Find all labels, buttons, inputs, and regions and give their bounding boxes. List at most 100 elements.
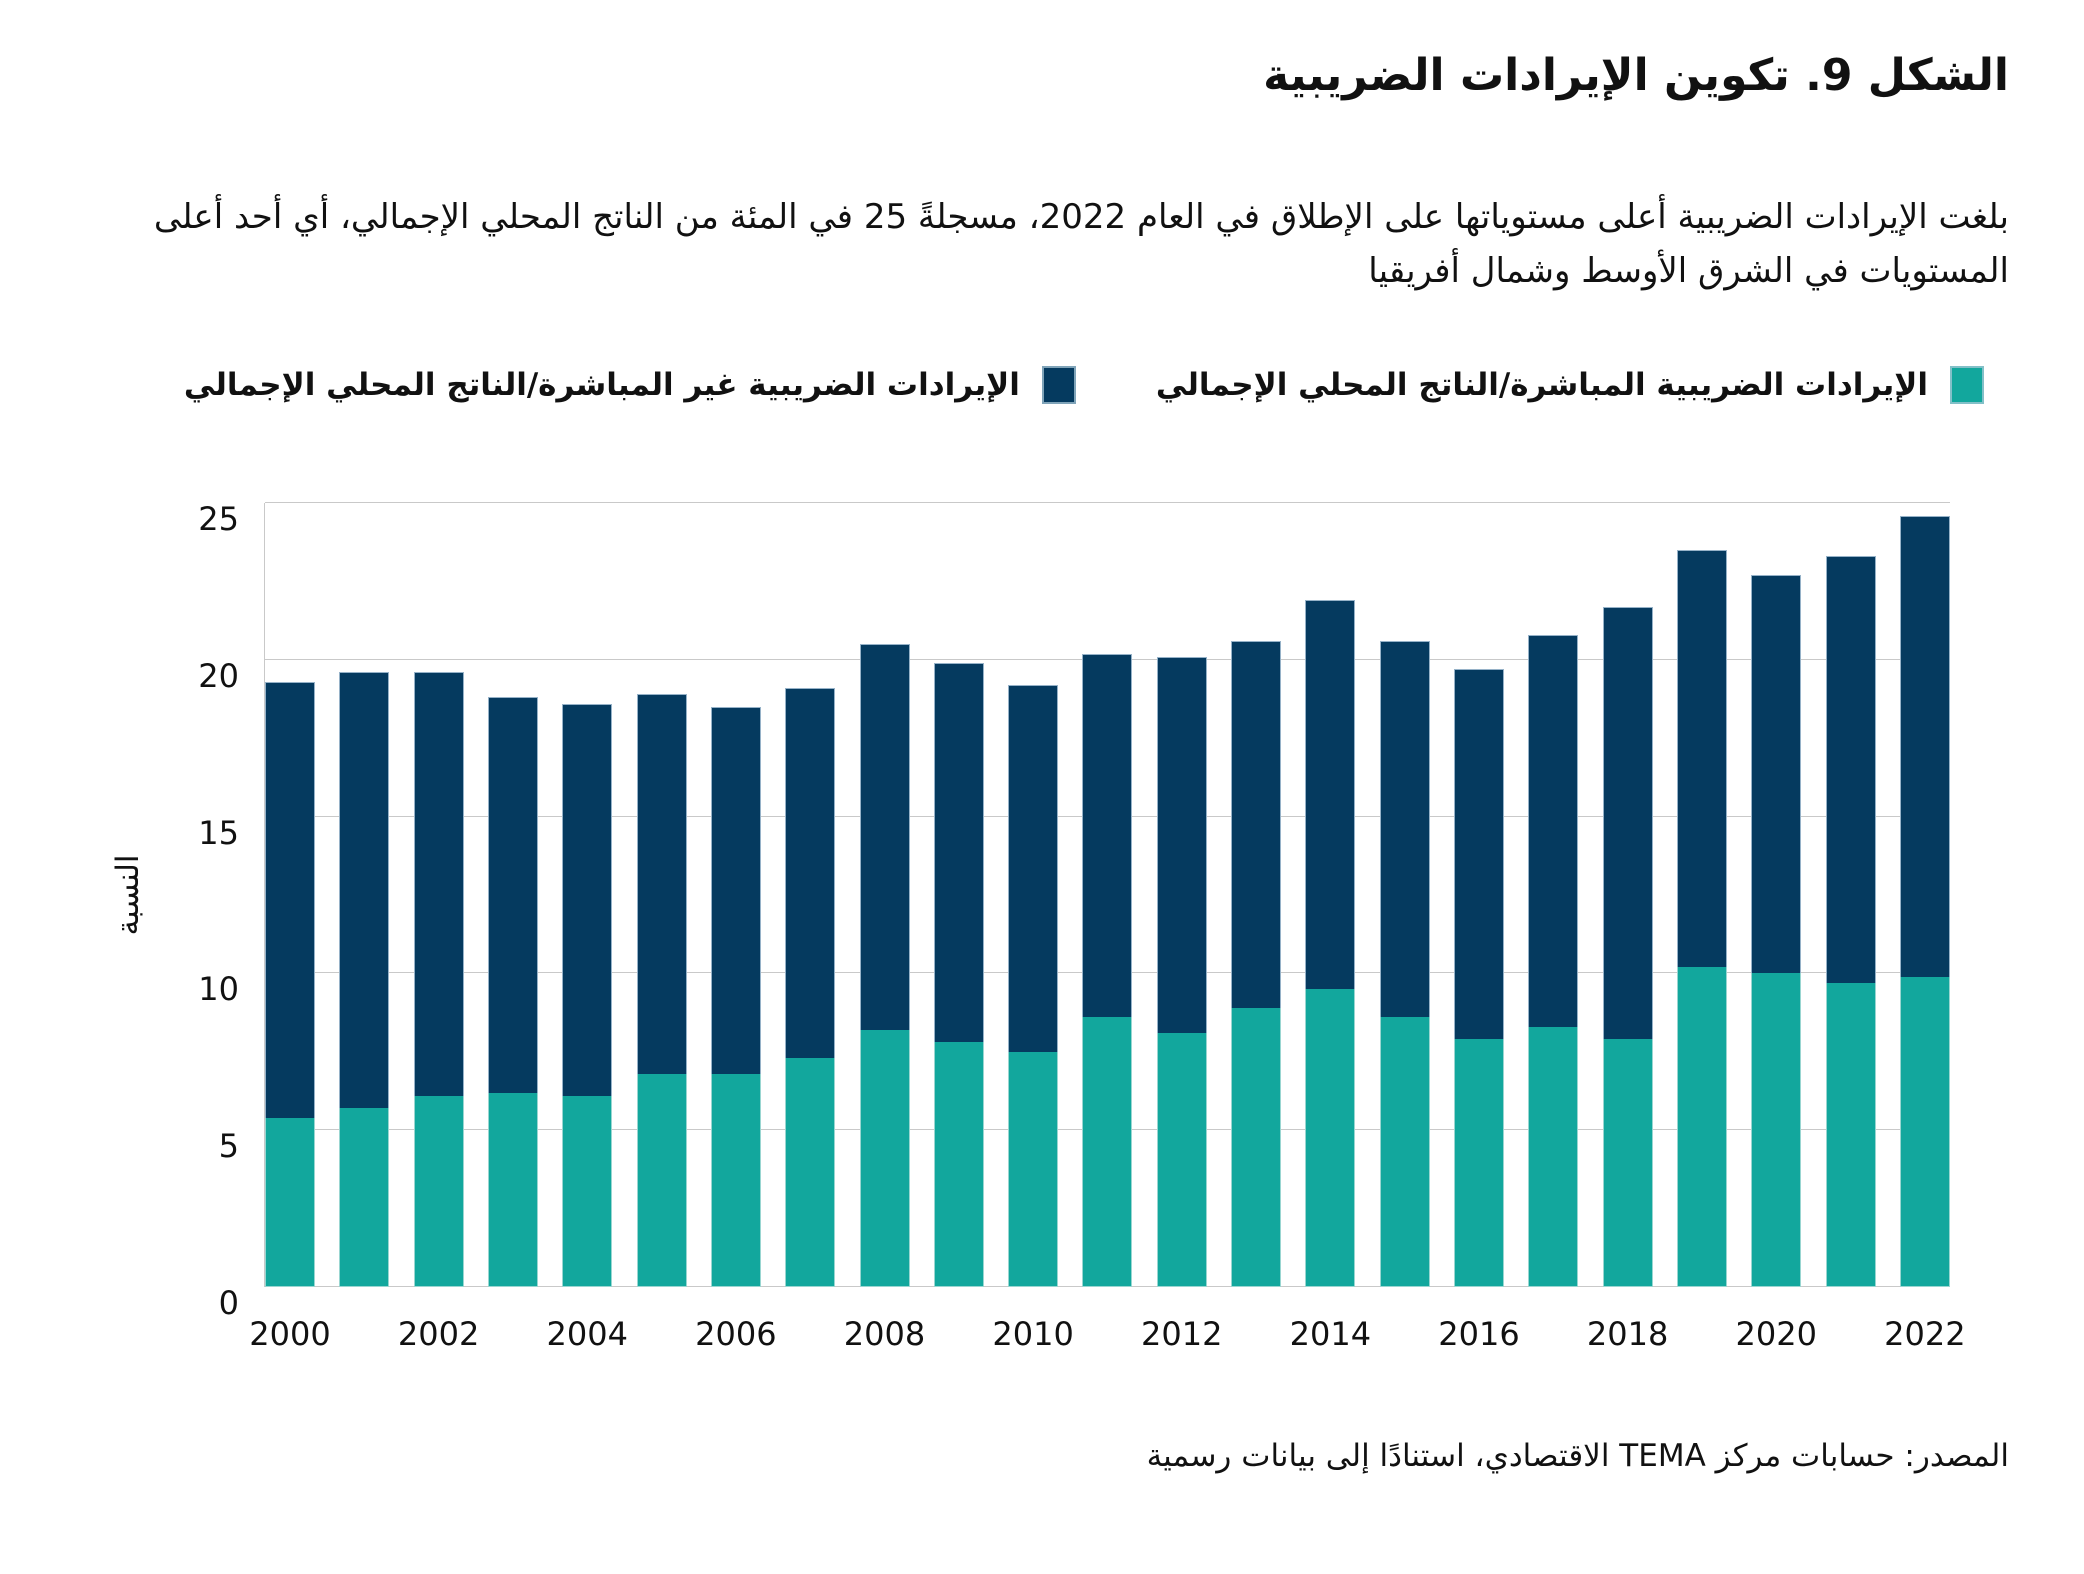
bar-2018-indirect-segment (1602, 606, 1653, 1040)
bar-2006-direct-segment (710, 1073, 761, 1287)
chart-legend: الإيرادات الضريبية المباشرة/الناتج المحل… (75, 366, 1984, 404)
figure-subtitle: بلغت الإيرادات الضريبية أعلى مستوياتها ع… (153, 197, 2009, 292)
x-tick-label-2014: 2014 (1289, 1315, 1372, 1353)
bar-2017-indirect-segment (1528, 634, 1579, 1027)
x-tick-label-2013 (1231, 1315, 1281, 1353)
bar-2017 (1528, 503, 1579, 1287)
bar-2000-direct-segment (265, 1117, 315, 1287)
bar-2015 (1379, 503, 1430, 1287)
stacked-bar-chart: 2000 2002 2004 2006 2008 2010 2012 2014 2016 2018… (198, 500, 1965, 1353)
x-tick-label-2019 (1677, 1315, 1727, 1353)
source-note: المصدر: حسابات مركز TEMA الاقتصادي، استن… (1146, 1438, 2009, 1474)
y-axis-title: النسبة (110, 854, 146, 936)
x-tick-label-2001 (339, 1315, 389, 1353)
bar-2018-direct-segment (1602, 1039, 1653, 1287)
bar-2016 (1454, 503, 1504, 1287)
x-tick-label-2011 (1082, 1315, 1132, 1353)
bar-2005-indirect-segment (636, 694, 687, 1074)
bar-2000 (265, 503, 315, 1287)
bar-2021 (1825, 503, 1876, 1287)
bar-2020-direct-segment (1751, 973, 1802, 1287)
bar-2012 (1156, 503, 1207, 1287)
bar-2009-direct-segment (933, 1042, 984, 1287)
bar-2003-indirect-segment (487, 697, 538, 1093)
bar-2020 (1751, 503, 1802, 1287)
bar-2004-direct-segment (562, 1095, 613, 1287)
bar-2006-indirect-segment (710, 706, 761, 1074)
bar-2008-direct-segment (859, 1029, 910, 1287)
legend-item-direct: الإيرادات الضريبية المباشرة/الناتج المحل… (1156, 366, 1984, 404)
bar-2016-indirect-segment (1454, 669, 1504, 1040)
bar-2001 (339, 503, 390, 1287)
legend-item-indirect: الإيرادات الضريبية غير المباشرة/الناتج ا… (184, 366, 1076, 404)
bar-2021-indirect-segment (1825, 556, 1876, 983)
bar-2005-direct-segment (636, 1073, 687, 1287)
bar-2007 (785, 503, 836, 1287)
bar-2006 (710, 503, 761, 1287)
bar-2010-indirect-segment (1008, 684, 1059, 1052)
bar-2014-indirect-segment (1305, 600, 1356, 990)
bar-2017-direct-segment (1528, 1026, 1579, 1287)
bar-2008 (859, 503, 910, 1287)
bar-2002-direct-segment (413, 1095, 464, 1287)
bar-2019-direct-segment (1676, 967, 1727, 1287)
x-tick-label-2006: 2006 (695, 1315, 777, 1353)
x-tick-label-2020: 2020 (1735, 1315, 1817, 1353)
bar-2009-indirect-segment (933, 662, 984, 1043)
x-tick-label-2007 (785, 1315, 835, 1353)
x-axis-tick-labels: 2000 2002 2004 2006 2008 2010 2012 2014 2016 2018… (249, 1315, 1965, 1353)
bar-2009 (933, 503, 984, 1287)
bar-2022 (1899, 503, 1950, 1287)
bar-2012-direct-segment (1156, 1032, 1207, 1287)
bar-2012-indirect-segment (1156, 656, 1207, 1033)
bar-2015-indirect-segment (1379, 641, 1430, 1018)
legend-label-direct: الإيرادات الضريبية المباشرة/الناتج المحل… (1155, 367, 1928, 403)
x-tick-label-2005 (637, 1315, 687, 1353)
bar-2002 (413, 503, 464, 1287)
bar-2010-direct-segment (1008, 1051, 1059, 1287)
y-tick-label-20: 20 (198, 656, 239, 695)
bar-2011-direct-segment (1082, 1017, 1133, 1287)
bar-2018 (1602, 503, 1653, 1287)
bar-2003 (487, 503, 538, 1287)
x-tick-label-2002: 2002 (397, 1315, 480, 1353)
bar-2001-indirect-segment (339, 672, 390, 1109)
x-tick-label-2017 (1528, 1315, 1578, 1353)
y-tick-label-5: 5 (218, 1127, 239, 1166)
x-tick-label-2021 (1826, 1315, 1876, 1353)
bar-2019-indirect-segment (1676, 550, 1727, 968)
bar-2002-indirect-segment (413, 672, 464, 1096)
bar-2021-direct-segment (1825, 982, 1876, 1287)
bar-2004 (562, 503, 613, 1287)
x-tick-label-2000: 2000 (249, 1315, 331, 1353)
bar-2022-indirect-segment (1899, 515, 1950, 977)
bar-2004-indirect-segment (562, 703, 613, 1096)
x-tick-label-2010: 2010 (992, 1315, 1074, 1353)
x-tick-label-2003 (488, 1315, 538, 1353)
gridline-25 (265, 502, 1950, 503)
bar-2014 (1305, 503, 1356, 1287)
bar-2000-indirect-segment (265, 681, 315, 1118)
bar-2005 (636, 503, 687, 1287)
bar-2007-direct-segment (785, 1058, 836, 1287)
bar-2014-direct-segment (1305, 989, 1356, 1287)
y-tick-label-10: 10 (198, 970, 239, 1009)
bar-2020-indirect-segment (1751, 575, 1802, 974)
x-tick-label-2015 (1380, 1315, 1430, 1353)
bar-2011-indirect-segment (1082, 653, 1133, 1018)
bar-2022-direct-segment (1899, 976, 1950, 1287)
bar-2008-indirect-segment (859, 644, 910, 1030)
bar-2015-direct-segment (1379, 1017, 1430, 1287)
x-tick-label-2008: 2008 (843, 1315, 926, 1353)
bars-container (265, 503, 1950, 1287)
y-tick-label-0: 0 (218, 1284, 239, 1322)
figure-title: الشكل 9. تكوين الإيرادات الضريبية (1263, 50, 2009, 101)
bar-2013 (1231, 503, 1282, 1287)
legend-label-indirect: الإيرادات الضريبية غير المباشرة/الناتج ا… (183, 367, 1020, 403)
bar-2019 (1676, 503, 1727, 1287)
x-tick-label-2009 (934, 1315, 984, 1353)
x-tick-label-2012: 2012 (1141, 1315, 1223, 1353)
y-tick-label-25: 25 (198, 500, 239, 538)
legend-swatch-indirect-icon (1041, 366, 1076, 404)
